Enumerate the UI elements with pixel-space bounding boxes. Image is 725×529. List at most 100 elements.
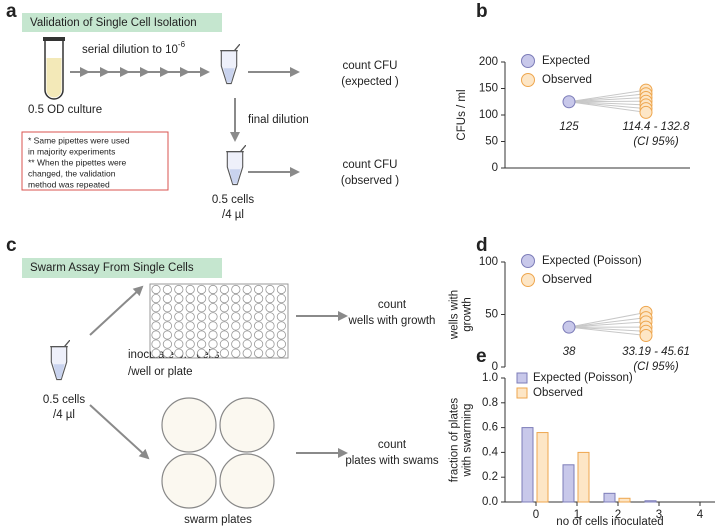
well xyxy=(208,303,218,313)
bar xyxy=(577,451,590,503)
expected-point xyxy=(562,320,576,334)
y-axis-label: with swarming xyxy=(462,404,474,478)
x-tick-label: 3 xyxy=(656,509,662,521)
bar xyxy=(521,427,534,503)
well xyxy=(208,312,218,322)
inoculate-label: /well or plate xyxy=(128,366,193,378)
well xyxy=(254,293,264,304)
legend-label: Observed xyxy=(542,274,592,286)
count-label: (expected ) xyxy=(341,76,399,88)
well xyxy=(231,339,241,349)
well xyxy=(254,330,264,340)
connector xyxy=(568,101,647,106)
well xyxy=(276,284,286,295)
well xyxy=(162,312,172,322)
well xyxy=(265,330,275,340)
y-tick-label: 0.4 xyxy=(482,446,499,458)
well xyxy=(174,339,184,349)
well xyxy=(242,330,252,340)
well xyxy=(174,303,184,313)
well xyxy=(276,348,286,358)
note: ** When the pipettes were xyxy=(28,157,127,167)
connector xyxy=(568,93,647,103)
well xyxy=(151,321,161,331)
well xyxy=(208,330,218,340)
well xyxy=(197,284,207,295)
x-axis-label: no of cells inoculated xyxy=(556,516,663,528)
well xyxy=(174,348,184,358)
title-box xyxy=(22,258,222,278)
plate xyxy=(161,453,217,509)
connector xyxy=(568,321,647,328)
panel-title: Validation of Single Cell Isolation xyxy=(30,17,197,29)
inoculate-label: inoculate 0.5 cells xyxy=(128,349,220,361)
well xyxy=(219,303,229,313)
well xyxy=(208,293,218,304)
plate xyxy=(161,397,217,453)
cells-label: /4 µl xyxy=(53,409,75,421)
x-tick-label: 4 xyxy=(697,509,704,521)
connector xyxy=(568,97,647,103)
well xyxy=(174,284,184,295)
eppendorf xyxy=(219,44,240,85)
well xyxy=(219,321,229,331)
legend-marker xyxy=(521,54,535,68)
well xyxy=(197,321,207,331)
y-tick-label: 50 xyxy=(485,136,498,148)
legend-marker xyxy=(521,73,535,87)
well xyxy=(219,348,229,358)
well xyxy=(174,312,184,322)
connector xyxy=(568,101,647,113)
observed-point xyxy=(639,105,653,119)
dilution-label: serial dilution to 10-6 xyxy=(82,40,186,56)
well xyxy=(254,303,264,313)
well xyxy=(242,284,252,295)
y-axis-label: fraction of plates xyxy=(449,398,461,483)
plate xyxy=(219,453,275,509)
data-label: 38 xyxy=(563,346,576,358)
well xyxy=(208,339,218,349)
connector xyxy=(568,100,647,103)
well xyxy=(219,284,229,295)
well xyxy=(208,321,218,331)
well xyxy=(185,321,195,331)
well xyxy=(276,330,286,340)
well xyxy=(162,348,172,358)
cells-label: 0.5 cells xyxy=(43,394,85,406)
well xyxy=(151,330,161,340)
legend-marker xyxy=(521,273,535,287)
well xyxy=(231,330,241,340)
well xyxy=(162,293,172,304)
plates-label: swarm plates xyxy=(184,514,252,526)
note: changed, the validation xyxy=(28,168,116,178)
well xyxy=(185,303,195,313)
swarm-plates xyxy=(161,397,275,509)
legend-marker xyxy=(521,254,535,268)
well xyxy=(174,321,184,331)
well xyxy=(265,339,275,349)
cells-label: 0.5 cells xyxy=(212,194,254,206)
well xyxy=(197,293,207,304)
well xyxy=(151,293,161,304)
well xyxy=(197,303,207,313)
well xyxy=(254,312,264,322)
well xyxy=(162,330,172,340)
x-tick-label: 0 xyxy=(533,509,539,521)
count-label: count CFU xyxy=(343,159,398,171)
well xyxy=(242,348,252,358)
connector xyxy=(568,326,647,336)
data-label: 125 xyxy=(559,121,579,133)
y-tick-label: 0.6 xyxy=(482,422,498,434)
count-label: wells with growth xyxy=(348,315,436,327)
well xyxy=(276,321,286,331)
well xyxy=(231,312,241,322)
well xyxy=(276,312,286,322)
well xyxy=(242,293,252,304)
well xyxy=(254,284,264,295)
bar xyxy=(644,500,657,503)
y-axis-label: CFUs / ml xyxy=(456,89,468,140)
legend-label: Expected (Poisson) xyxy=(542,255,642,267)
panel-label: a xyxy=(6,1,17,22)
well xyxy=(265,312,275,322)
